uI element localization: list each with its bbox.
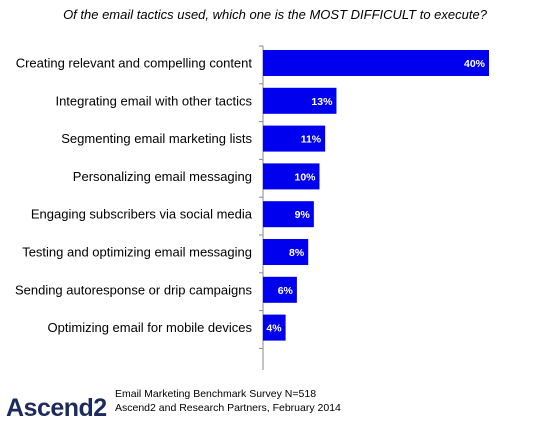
bar-value-label: 11% — [301, 134, 322, 146]
bar-value-label: 10% — [294, 171, 316, 183]
category-label: Optimizing email for mobile devices — [48, 320, 253, 335]
bar — [263, 50, 489, 76]
category-label: Engaging subscribers via social media — [31, 207, 253, 222]
bar-value-label: 9% — [295, 209, 311, 221]
bar-value-label: 4% — [266, 323, 282, 335]
source-note: Email Marketing Benchmark Survey N=518 A… — [115, 387, 341, 415]
bar — [263, 201, 314, 228]
bar-value-label: 40% — [464, 58, 486, 70]
bar-chart: Creating relevant and compelling content… — [15, 45, 489, 370]
ascend2-logo: Ascend2 — [6, 394, 107, 422]
source-line-2: Ascend2 and Research Partners, February … — [115, 402, 341, 414]
category-label: Creating relevant and compelling content — [16, 56, 253, 71]
bar — [263, 239, 309, 265]
bar — [263, 125, 326, 152]
bar — [263, 276, 297, 303]
bar-value-label: 13% — [311, 96, 333, 108]
bar — [263, 163, 320, 190]
category-label: Segmenting email marketing lists — [61, 131, 252, 146]
bar — [263, 314, 286, 341]
category-label: Integrating email with other tactics — [55, 93, 252, 108]
bar — [263, 87, 337, 114]
category-label: Sending autoresponse or drip campaigns — [15, 282, 253, 297]
footer: Ascend2 Email Marketing Benchmark Survey… — [0, 378, 550, 422]
source-line-1: Email Marketing Benchmark Survey N=518 — [115, 388, 317, 400]
bar-value-label: 8% — [289, 247, 305, 259]
chart-title: Of the email tactics used, which one is … — [63, 7, 487, 22]
bar-value-label: 6% — [278, 285, 294, 297]
category-label: Personalizing email messaging — [73, 169, 252, 184]
category-label: Testing and optimizing email messaging — [22, 245, 252, 260]
